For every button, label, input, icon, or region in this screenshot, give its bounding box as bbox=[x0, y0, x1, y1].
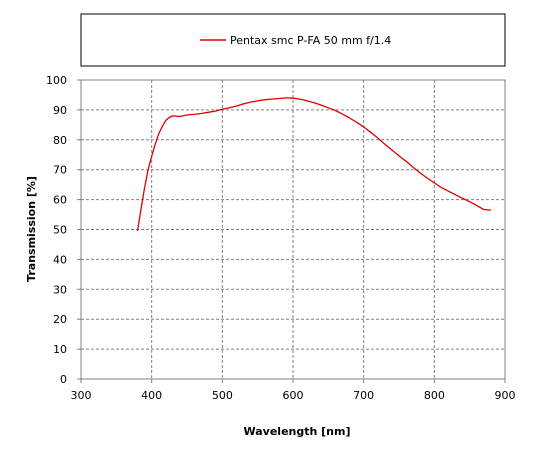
y-tick-labels: 0 10 20 30 40 50 60 70 80 90 100 bbox=[46, 74, 67, 386]
series-line-transmission bbox=[136, 97, 491, 232]
x-tick-label: 500 bbox=[212, 389, 233, 402]
x-tick-label: 300 bbox=[71, 389, 92, 402]
y-tick-label: 20 bbox=[53, 313, 67, 326]
legend-box bbox=[80, 13, 506, 67]
plot-border bbox=[80, 79, 506, 380]
grid bbox=[77, 79, 506, 383]
y-axis-title: Transmission [%] bbox=[25, 176, 38, 282]
y-tick-label: 70 bbox=[53, 164, 67, 177]
y-tick-label: 50 bbox=[53, 224, 67, 237]
x-tick-label: 700 bbox=[353, 389, 374, 402]
x-axis-title: Wavelength [nm] bbox=[244, 425, 351, 438]
series-group bbox=[136, 97, 491, 232]
y-tick-label: 30 bbox=[53, 283, 67, 296]
x-tick-label: 800 bbox=[424, 389, 445, 402]
y-tick-label: 10 bbox=[53, 343, 67, 356]
y-tick-label: 100 bbox=[46, 74, 67, 87]
x-tick-labels: 300 400 500 600 700 800 900 bbox=[71, 389, 516, 402]
y-tick-label: 90 bbox=[53, 104, 67, 117]
x-tick-label: 900 bbox=[495, 389, 516, 402]
y-tick-label: 60 bbox=[53, 194, 67, 207]
x-tick-label: 400 bbox=[141, 389, 162, 402]
y-tick-label: 0 bbox=[60, 373, 67, 386]
legend-entry-label: Pentax smc P-FA 50 mm f/1.4 bbox=[230, 34, 391, 47]
y-tick-label: 40 bbox=[53, 253, 67, 266]
x-tick-label: 600 bbox=[283, 389, 304, 402]
y-tick-label: 80 bbox=[53, 134, 67, 147]
